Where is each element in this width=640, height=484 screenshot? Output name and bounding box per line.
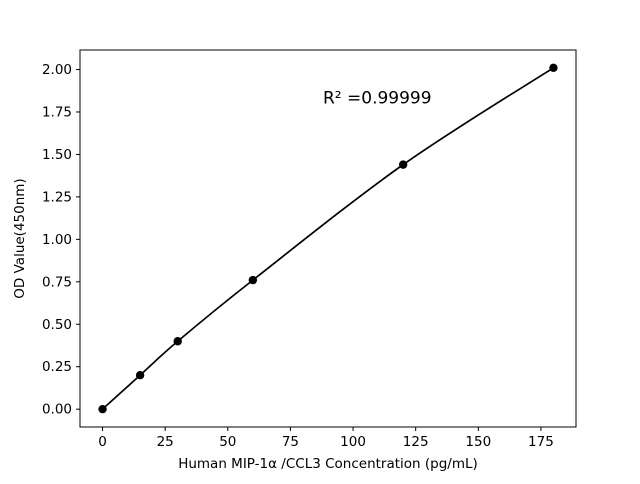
- x-tick-label: 150: [465, 434, 491, 450]
- y-axis-label: OD Value(450nm): [12, 178, 28, 298]
- data-point: [98, 404, 107, 414]
- x-tick-label: 75: [282, 434, 299, 450]
- data-point: [135, 371, 145, 380]
- y-tick-label: 0.75: [42, 274, 72, 290]
- y-tick-label: 0.50: [42, 317, 72, 333]
- data-point: [549, 63, 558, 73]
- x-tick-label: 0: [98, 434, 107, 450]
- y-tick-label: 0.25: [42, 359, 72, 375]
- y-tick-label: 0.00: [42, 402, 72, 418]
- x-tick-label: 50: [219, 434, 236, 450]
- r-squared-annotation: R² =0.99999: [323, 88, 432, 108]
- x-tick-label: 25: [157, 434, 174, 450]
- data-point: [173, 337, 182, 346]
- y-tick-label: 2.00: [42, 62, 72, 78]
- y-tick-label: 1.75: [42, 104, 72, 120]
- y-tick-label: 1.25: [42, 189, 72, 205]
- x-tick-label: 125: [403, 434, 429, 450]
- y-tick-label: 1.00: [42, 232, 72, 248]
- x-tick-label: 100: [340, 434, 366, 450]
- x-tick-label: 175: [528, 434, 554, 450]
- data-point: [398, 160, 408, 169]
- data-point: [248, 275, 258, 285]
- y-tick-label: 1.50: [42, 147, 72, 163]
- x-axis-label: Human MIP-1α /CCL3 Concentration (pg/mL): [178, 456, 478, 472]
- plot-border: [79, 49, 577, 428]
